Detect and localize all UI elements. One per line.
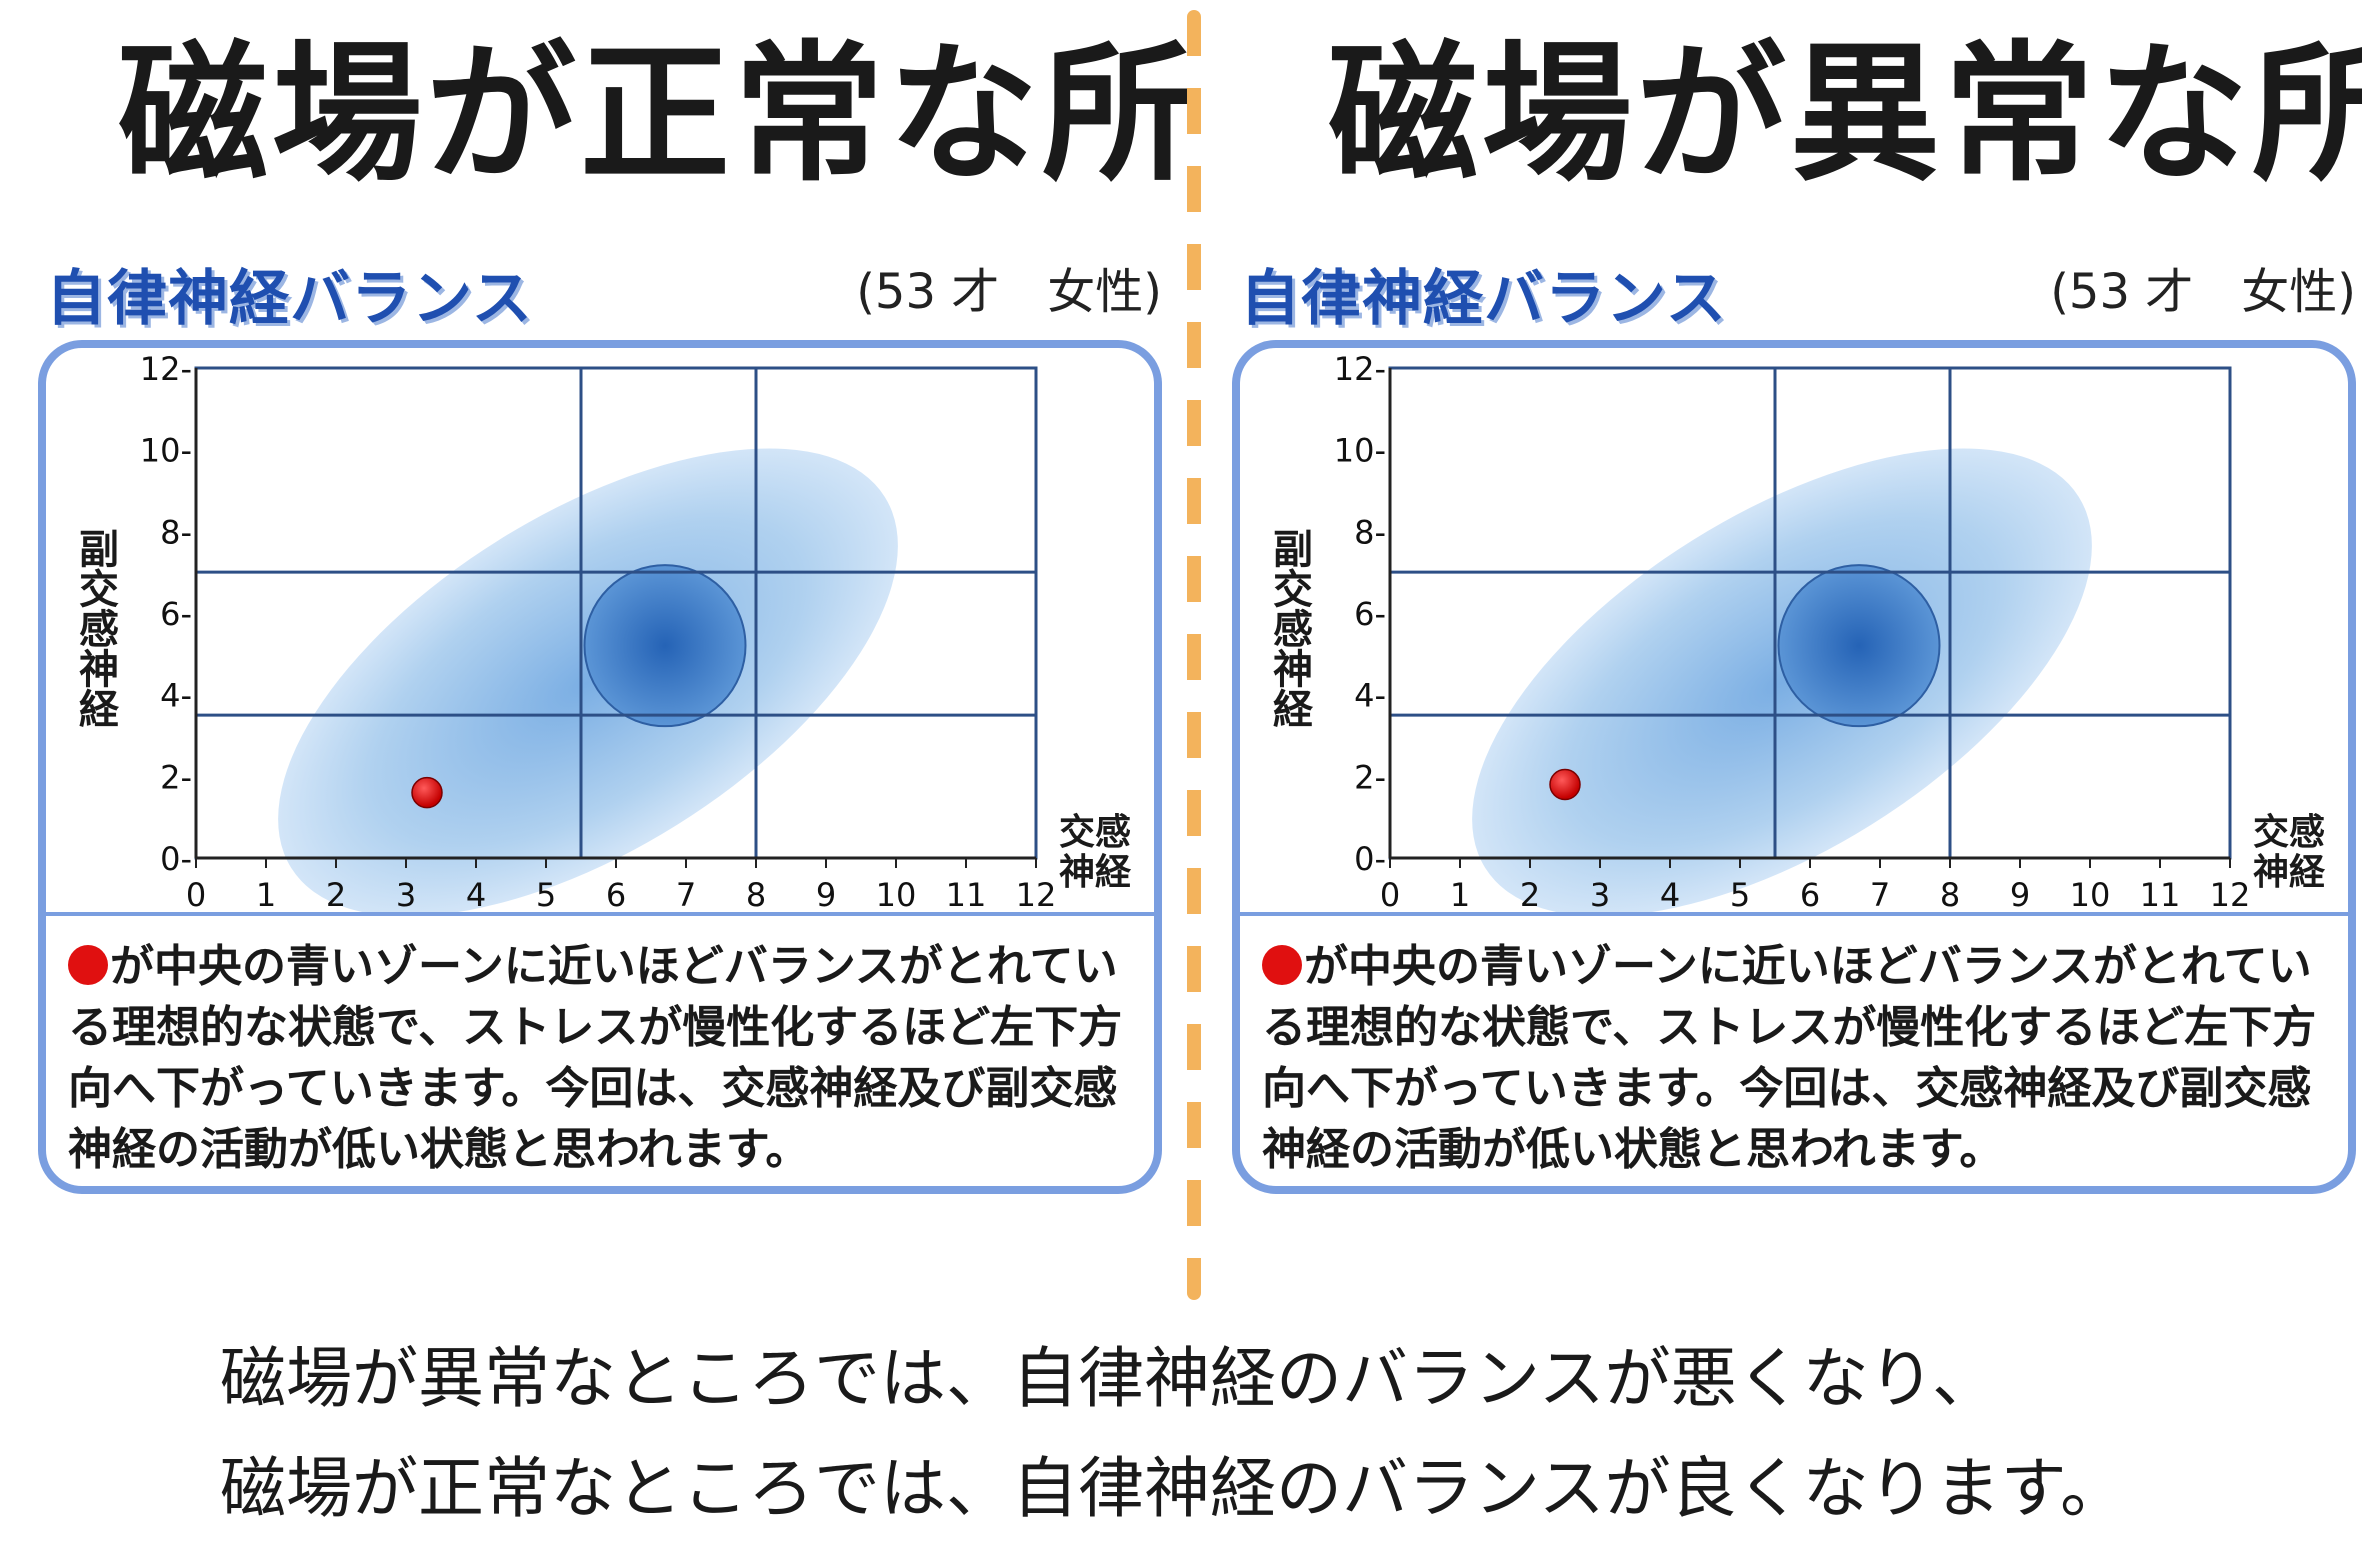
x-tick-label: 10: [2070, 876, 2111, 912]
chart-panel-normal: 自律神経バランス (53 才 女性) 0 1 2 3 4 5 6 7 8 9 10 11 12 0- 2- 4…: [38, 250, 1162, 1194]
balance-chart-abnormal: 0 1 2 3 4 5 6 7 8 9 10 11 120-2-4-6-8-10-12-: [1334, 350, 2251, 912]
x-tick-label: 0: [186, 876, 206, 912]
y-tick-label: 8-: [1354, 513, 1386, 551]
x-tick-label: 3: [1590, 876, 1610, 912]
y-tick-label: 10-: [140, 432, 192, 470]
balance-zone-outer: [1472, 448, 2092, 912]
x-tick-label: 12: [1016, 876, 1057, 912]
chart-description: が中央の青いゾーンに近いほどバランスがとれている理想的な状態で、ストレスが慢性化…: [1262, 936, 2332, 1180]
data-point: [1549, 768, 1581, 801]
x-tick-label: 4: [466, 876, 486, 912]
x-tick-label: 9: [2010, 876, 2030, 912]
red-dot-icon: [68, 945, 108, 985]
x-axis-label: 交感神経: [2252, 812, 2325, 893]
y-axis-label: 副交感神経: [72, 528, 118, 728]
x-tick-label: 5: [536, 876, 556, 912]
x-tick-label: 10: [876, 876, 917, 912]
y-tick-label: 8-: [160, 513, 192, 551]
y-tick-label: 2-: [1354, 758, 1386, 796]
red-dot-icon: [1262, 945, 1302, 985]
chart-frame: 0 1 2 3 4 5 6 7 8 9 10 11 12 0- 2- 4- 6- 8- 10- 12- 副交感神経 交…: [38, 340, 1162, 1194]
heading-abnormal-field: 磁場が異常な所: [1328, 28, 2362, 202]
balance-zone-inner: [1777, 564, 1941, 728]
footer-line-2: 磁場が正常なところでは、自律神経のバランスが良くなります。: [220, 1450, 2127, 1527]
x-tick-label: 11: [2140, 876, 2181, 912]
x-tick-label: 1: [1450, 876, 1470, 912]
x-tick-label: 5: [1730, 876, 1750, 912]
y-tick-label: 4-: [1354, 677, 1386, 715]
x-tick-label: 3: [396, 876, 416, 912]
y-tick-label: 12-: [140, 350, 192, 388]
y-tick-label: 12-: [1334, 350, 1386, 388]
y-tick-label: 0-: [160, 840, 192, 878]
frame-separator: [46, 912, 1154, 916]
y-tick-label: 6-: [160, 595, 192, 633]
chart-subtitle: (53 才 女性): [856, 264, 1162, 320]
x-tick-label: 9: [816, 876, 836, 912]
chart-title: 自律神経バランス: [46, 264, 533, 334]
x-tick-label: 1: [256, 876, 276, 912]
y-tick-label: 0-: [1354, 840, 1386, 878]
chart-subtitle: (53 才 女性): [2050, 264, 2356, 320]
x-tick-label: 6: [606, 876, 626, 912]
data-point: [411, 776, 443, 809]
y-axis-label: 副交感神経: [1266, 528, 1312, 728]
y-tick-label: 10-: [1334, 432, 1386, 470]
dashed-divider: [1187, 10, 1201, 1300]
frame-separator: [1240, 912, 2348, 916]
x-tick-label: 6: [1800, 876, 1820, 912]
y-tick-label: 6-: [1354, 595, 1386, 633]
chart-panel-abnormal: 自律神経バランス (53 才 女性) 0 1 2 3 4 5 6 7 8 9 10 11 12 0- 2- 4…: [1232, 250, 2356, 1194]
description-text: が中央の青いゾーンに近いほどバランスがとれている理想的な状態で、ストレスが慢性化…: [1262, 941, 2317, 1175]
chart-frame: 0 1 2 3 4 5 6 7 8 9 10 11 12 0- 2- 4- 6- 8- 10- 12- 副交感神経 交…: [1232, 340, 2356, 1194]
description-text: が中央の青いゾーンに近いほどバランスがとれている理想的な状態で、ストレスが慢性化…: [68, 941, 1123, 1175]
x-tick-label: 4: [1660, 876, 1680, 912]
x-tick-label: 8: [746, 876, 766, 912]
footer-line-1: 磁場が異常なところでは、自律神経のバランスが悪くなり、: [220, 1340, 1999, 1417]
x-tick-label: 11: [946, 876, 987, 912]
x-tick-label: 2: [326, 876, 346, 912]
chart-title: 自律神経バランス: [1240, 264, 1727, 334]
chart-description: が中央の青いゾーンに近いほどバランスがとれている理想的な状態で、ストレスが慢性化…: [68, 936, 1138, 1180]
x-axis-label: 交感神経: [1058, 812, 1131, 893]
heading-normal-field: 磁場が正常な所: [118, 28, 1197, 202]
x-tick-label: 8: [1940, 876, 1960, 912]
x-tick-label: 2: [1520, 876, 1540, 912]
y-tick-label: 4-: [160, 677, 192, 715]
x-tick-label: 0: [1380, 876, 1400, 912]
x-tick-label: 12: [2210, 876, 2251, 912]
balance-zone-inner: [583, 564, 747, 728]
y-tick-label: 2-: [160, 758, 192, 796]
x-tick-label: 7: [676, 876, 696, 912]
balance-chart-normal: 0 1 2 3 4 5 6 7 8 9 10 11 120-2-4-6-8-10-12-: [140, 350, 1057, 912]
x-tick-label: 7: [1870, 876, 1890, 912]
